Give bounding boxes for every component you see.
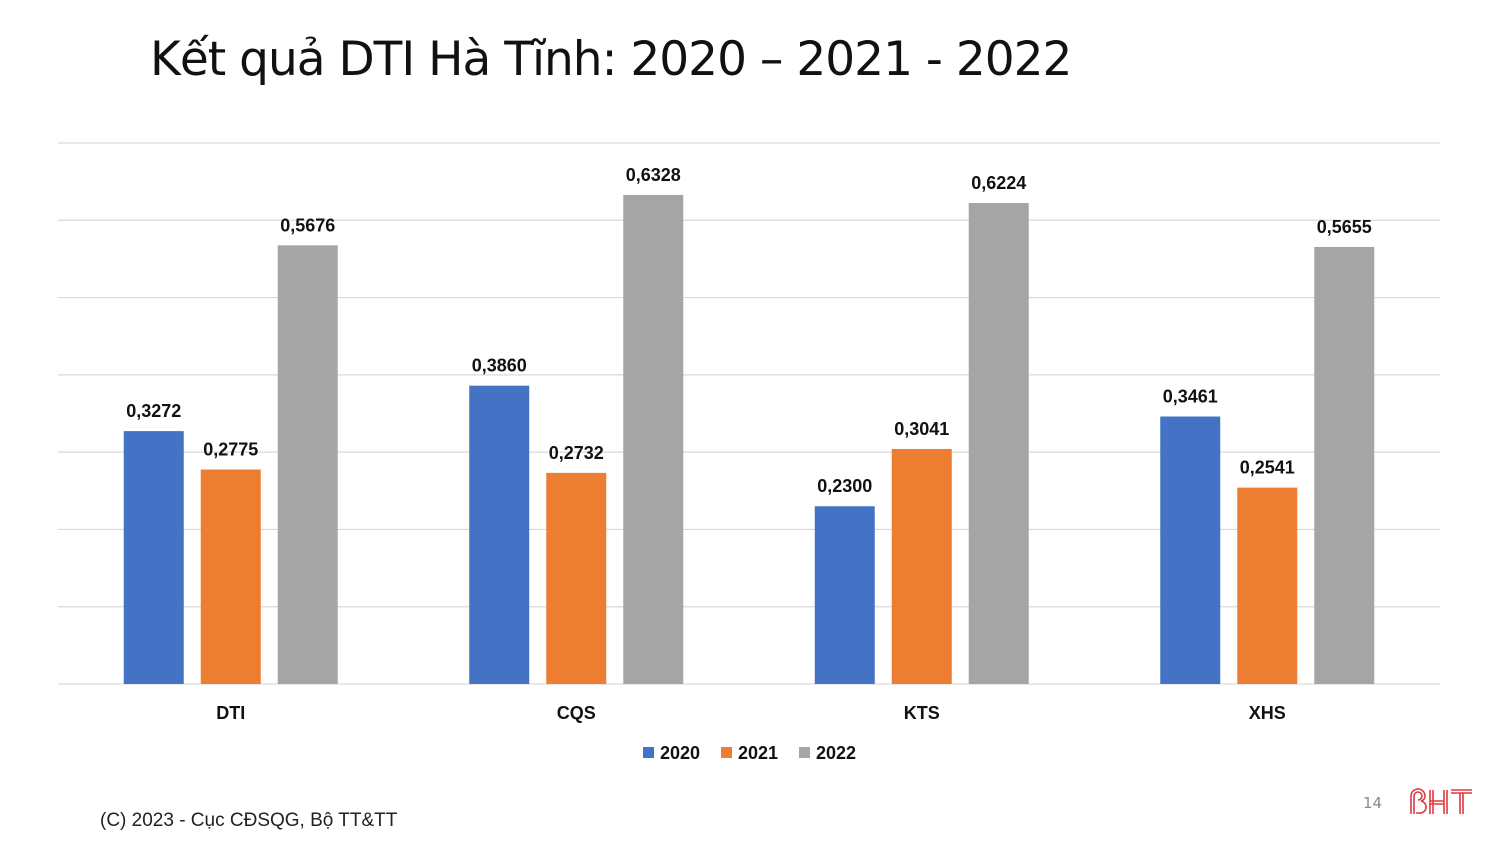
data-label: 0,3860: [472, 356, 527, 376]
x-tick-label: DTI: [216, 703, 245, 723]
data-label: 0,5676: [280, 215, 335, 235]
footer-copyright: (C) 2023 - Cục CĐSQG, Bộ TT&TT: [100, 810, 398, 831]
bar-2020-XHS: [1160, 416, 1221, 684]
data-label: 0,6328: [626, 165, 681, 185]
data-label: 0,2775: [203, 440, 258, 460]
data-label: 0,3041: [894, 419, 949, 439]
data-label: 0,5655: [1317, 217, 1372, 237]
page-number: 14: [1363, 794, 1383, 812]
data-label: 0,3461: [1163, 387, 1218, 407]
legend-label: 2022: [816, 743, 856, 763]
legend-label: 2020: [660, 743, 700, 763]
x-tick-label: XHS: [1249, 703, 1286, 723]
bar-2022-DTI: [277, 245, 338, 684]
bar-2020-KTS: [814, 506, 875, 684]
bht-logo: [1410, 788, 1472, 814]
bar-2022-CQS: [623, 194, 684, 684]
legend-label: 2021: [738, 743, 778, 763]
data-label: 0,2732: [549, 443, 604, 463]
x-tick-label: CQS: [557, 703, 596, 723]
x-tick-label: KTS: [904, 703, 940, 723]
bar-2020-CQS: [469, 385, 530, 684]
bar-2021-XHS: [1237, 487, 1298, 684]
bar-2021-KTS: [891, 448, 952, 684]
slide-title: Kết quả DTI Hà Tĩnh: 2020 – 2021 - 2022: [150, 32, 1072, 87]
bar-2021-DTI: [200, 469, 261, 684]
bar-2022-KTS: [968, 202, 1029, 685]
data-label: 0,2300: [817, 476, 872, 496]
bar-2022-XHS: [1314, 246, 1375, 684]
bar-2021-CQS: [546, 472, 607, 684]
legend-swatch-2021: [721, 747, 732, 758]
data-label: 0,2541: [1240, 458, 1295, 478]
bar-2020-DTI: [123, 431, 184, 684]
legend-swatch-2020: [643, 747, 654, 758]
data-label: 0,3272: [126, 401, 181, 421]
legend-swatch-2022: [799, 747, 810, 758]
data-label: 0,6224: [971, 173, 1026, 193]
